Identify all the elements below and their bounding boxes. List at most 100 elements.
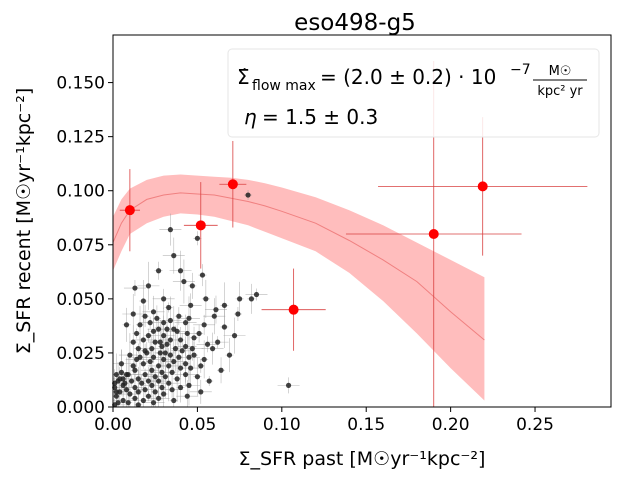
scatter-point [218,367,224,373]
scatter-point [152,389,158,395]
scatter-point [162,374,168,380]
scatter-point [182,343,189,350]
x-tick-label: 0.10 [263,415,301,435]
x-ticks: 0.00 0.05 0.10 0.15 0.20 0.25 [94,407,554,435]
scatter-point [226,352,233,358]
scatter-point [152,339,158,345]
flow-subscript: flow max [252,78,316,94]
plot-frame [112,34,612,408]
flow-symbol: Σ̇ [237,65,250,89]
scatter-point [123,387,130,393]
model-curve [112,192,485,341]
scatter-point [169,387,175,393]
y-tick-label: 0.075 [56,236,105,256]
y-tick-label: 0.050 [56,290,105,310]
scatter-point [188,302,194,308]
scatter-point [144,350,150,356]
scatter-point [147,358,153,365]
scatter-point [176,354,182,360]
scatter-point [149,346,155,352]
scatter-point [171,253,177,259]
scatter-point [118,361,125,367]
scatter-point [186,382,192,388]
scatter-point [137,322,143,328]
annotation-box: Σ̇ flow max = (2.0 ± 0.2) · 10 −7 M☉ kpc… [227,48,600,138]
scatter-point [253,291,260,298]
scatter-point [204,341,211,347]
scatter-point [184,330,190,337]
x-tick-label: 0.15 [347,415,385,435]
eta-value: = 1.5 ± 0.3 [262,105,378,129]
scatter-point [182,320,189,326]
scatter-point [237,296,243,302]
binned-point [288,304,299,315]
scatter-point [155,326,162,332]
scatter-point [113,389,119,395]
x-axis-label: Σ_SFR past [M☉yr⁻¹kpc⁻²] [239,448,486,470]
scatter-point [201,356,207,363]
scatter-point [161,391,167,397]
scatter-point [206,378,212,384]
scatter-point [198,363,204,369]
binned-point [124,205,135,216]
scatter-point [140,298,146,304]
scatter-point [132,367,138,373]
scatter-point [145,283,152,289]
scatter-point [161,356,167,363]
scatter-point [199,272,206,278]
scatter-point [189,346,195,352]
scatter-point [140,337,146,343]
scatter-point [174,328,180,334]
scatter-point [137,354,143,360]
scatter-point [203,296,209,302]
scatter-point [145,378,152,384]
scatter-point [130,339,136,345]
scatter-point [118,369,125,375]
scatter-point [132,384,138,391]
x-tick-label: 0.25 [516,415,554,435]
scatter-point [211,313,217,319]
scatter-point [167,352,173,358]
scatter-point [235,311,241,317]
scatter-point [248,296,255,302]
scatter-point [145,333,152,339]
scatter-point [166,380,172,386]
scatter-point [221,324,228,330]
scatter-point [166,304,172,311]
scatter-point [145,393,152,399]
scatter-point [155,395,162,401]
scatter-point [188,365,194,371]
scatter-point [127,352,133,358]
flow-unit-numerator: M☉ [549,64,572,79]
scatter-point [171,397,177,404]
scatter-point [155,378,162,384]
scatter-point [245,192,251,198]
scatter-point [125,371,131,378]
scatter-point [162,350,168,356]
scatter-point [221,302,228,308]
binned-point [428,228,439,239]
scatter-point [150,309,157,315]
scatter-point [127,391,133,397]
scatter-point [128,378,135,384]
y-ticks: 0.000 0.025 0.050 0.075 0.100 0.125 0.150 [56,74,113,418]
scatter-point [161,320,167,326]
scatter-point [150,400,157,406]
scatter-point [196,330,202,337]
scatter-point [189,283,195,289]
scatter-point [194,374,201,380]
scatter-point [182,371,189,378]
y-tick-label: 0.125 [56,128,105,148]
scatter-point [130,363,136,369]
scatter-point [164,326,170,332]
scatter-point [135,376,141,382]
scatter-point [132,285,138,291]
annotation-frame [227,48,600,138]
scatter-point [134,330,140,337]
scatter-point [154,315,160,321]
scatter-point [213,307,219,313]
scatter-point [139,380,145,386]
scatter-point [159,384,165,391]
scatter-point [132,395,138,401]
scatter-point [159,369,165,375]
